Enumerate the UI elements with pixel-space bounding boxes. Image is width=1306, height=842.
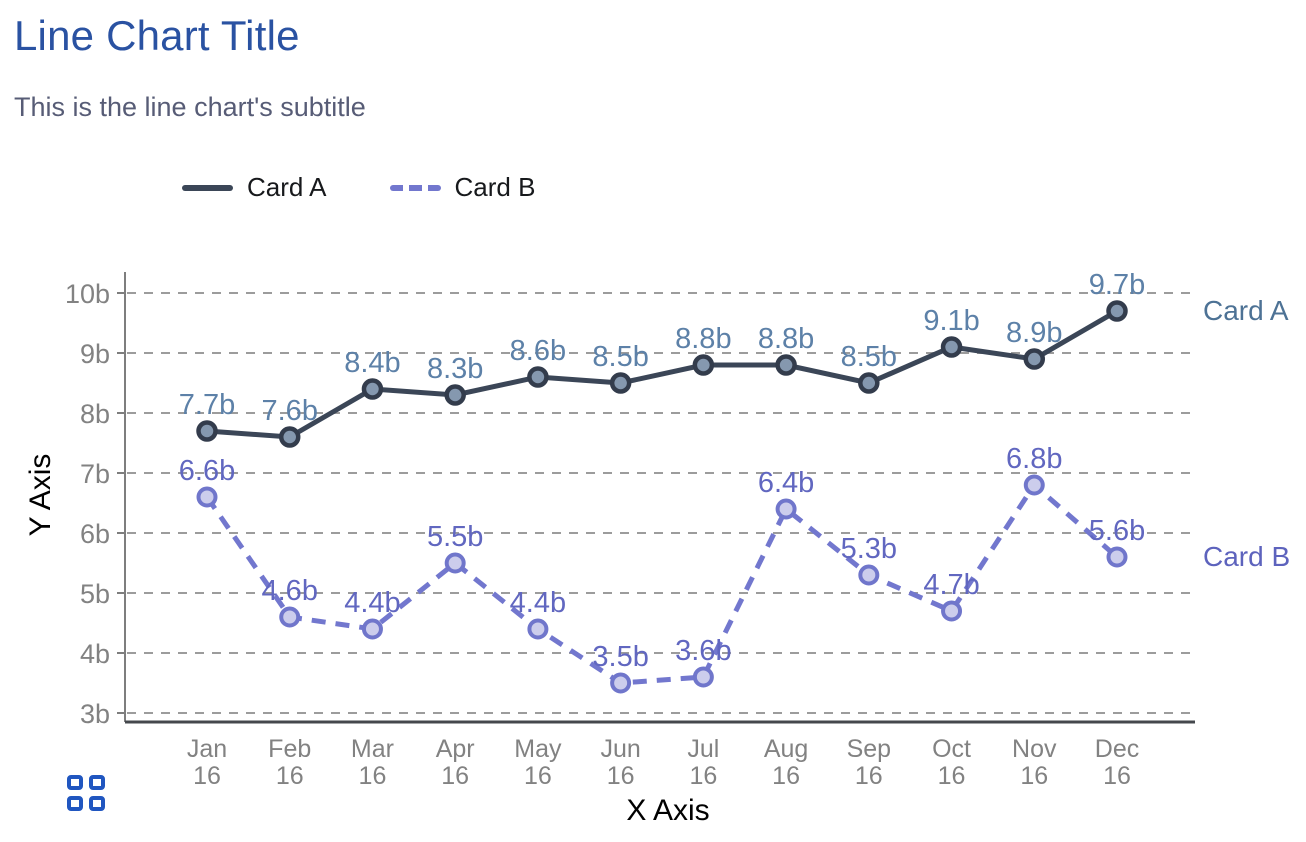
data-point-card-b[interactable]: [1023, 474, 1045, 496]
point-value-label: 5.5b: [427, 521, 483, 553]
x-tick-label: Mar 16: [351, 735, 394, 790]
legend-label-card-b: Card B: [454, 172, 536, 202]
data-point-card-a[interactable]: [444, 384, 466, 406]
x-tick-label: Dec 16: [1095, 735, 1139, 790]
x-tick-label: Nov 16: [1012, 735, 1057, 790]
legend: Card A Card B: [182, 172, 535, 203]
x-tick-label: May 16: [514, 735, 562, 790]
x-tick-label: Oct 16: [932, 735, 971, 790]
grid-icon-square: [89, 796, 105, 811]
x-tick-label: Aug 16: [764, 735, 808, 790]
y-tick-label: 3b: [80, 699, 110, 729]
point-value-label: 7.7b: [179, 389, 235, 421]
data-point-card-b[interactable]: [279, 606, 301, 628]
y-tick-label: 5b: [80, 579, 110, 609]
data-point-card-b[interactable]: [858, 564, 880, 586]
point-value-label: 8.6b: [510, 335, 566, 367]
series-line-card-a: [206, 308, 1119, 440]
point-value-label: 8.5b: [592, 341, 648, 373]
point-value-label: 8.3b: [427, 353, 483, 385]
x-tick-label: Sep 16: [847, 735, 891, 790]
x-tick-label: Jan 16: [187, 735, 227, 790]
data-point-card-a[interactable]: [1106, 300, 1128, 322]
data-point-card-b[interactable]: [527, 618, 549, 640]
point-value-label: 8.5b: [841, 341, 897, 373]
x-axis-title: X Axis: [626, 794, 709, 827]
grid-icon[interactable]: [67, 775, 105, 811]
card-b-line-swatch: [389, 184, 441, 191]
x-tick-label: Apr 16: [436, 735, 475, 790]
point-value-label: 6.6b: [179, 455, 235, 487]
data-point-card-a[interactable]: [609, 372, 632, 394]
point-value-label: 3.6b: [675, 635, 731, 667]
data-point-card-b[interactable]: [775, 498, 797, 520]
y-axis-title: Y Axis: [24, 454, 57, 537]
series-end-label-card-b: Card B: [1203, 541, 1290, 572]
point-value-label: 8.8b: [675, 323, 731, 355]
grid-icon-square: [89, 775, 105, 790]
data-point-card-b[interactable]: [941, 600, 963, 622]
x-tick-label: Jul 16: [687, 735, 719, 790]
legend-item-card-a[interactable]: Card A: [182, 172, 327, 203]
point-value-label: 6.4b: [758, 467, 814, 499]
data-point-card-a[interactable]: [278, 426, 301, 448]
data-point-card-b[interactable]: [444, 552, 466, 574]
point-value-label: 9.1b: [923, 305, 979, 337]
data-point-card-a[interactable]: [361, 378, 384, 400]
card-a-line-swatch: [182, 184, 233, 191]
y-tick-label: 7b: [80, 459, 110, 489]
y-tick-label: 6b: [80, 519, 110, 549]
x-tick-label: Jun 16: [600, 735, 640, 790]
data-point-card-b[interactable]: [610, 672, 632, 694]
series-line-card-b: [204, 481, 1119, 686]
y-tick-label: 8b: [80, 399, 110, 429]
data-point-card-a[interactable]: [196, 420, 218, 442]
y-tick-label: 10b: [65, 279, 110, 309]
data-point-card-b[interactable]: [196, 486, 218, 508]
page-subtitle: This is the line chart's subtitle: [14, 92, 366, 122]
y-tick-label: 9b: [80, 339, 110, 369]
legend-label-card-a: Card A: [247, 172, 327, 202]
data-point-card-a[interactable]: [692, 354, 715, 376]
page-title: Line Chart Title: [14, 12, 300, 59]
data-point-card-a[interactable]: [858, 372, 880, 394]
point-value-label: 3.5b: [592, 641, 648, 673]
data-point-card-b[interactable]: [1106, 546, 1128, 568]
point-value-label: 4.7b: [923, 569, 979, 601]
legend-item-card-b[interactable]: Card B: [389, 172, 536, 203]
series-end-label-card-a: Card A: [1203, 295, 1289, 326]
point-value-label: 8.9b: [1006, 317, 1062, 349]
point-value-label: 5.3b: [841, 533, 897, 565]
point-value-label: 5.6b: [1089, 515, 1145, 547]
point-value-label: 4.4b: [510, 587, 566, 619]
grid-icon-square: [67, 796, 83, 811]
y-tick-label: 4b: [80, 639, 110, 669]
grid-icon-square: [67, 775, 83, 790]
data-point-card-a[interactable]: [775, 354, 797, 376]
point-value-label: 9.7b: [1089, 269, 1145, 301]
point-value-label: 7.6b: [262, 395, 318, 427]
point-value-label: 8.8b: [758, 323, 814, 355]
point-value-label: 8.4b: [344, 347, 400, 379]
data-point-card-a[interactable]: [940, 336, 963, 358]
data-point-card-a[interactable]: [1023, 348, 1046, 370]
point-value-label: 6.8b: [1006, 443, 1062, 475]
x-tick-label: Feb 16: [268, 735, 311, 790]
point-value-label: 4.6b: [262, 575, 318, 607]
data-point-card-b[interactable]: [692, 666, 714, 688]
data-point-card-a[interactable]: [527, 366, 549, 388]
point-value-label: 4.4b: [344, 587, 400, 619]
data-point-card-b[interactable]: [361, 618, 383, 640]
